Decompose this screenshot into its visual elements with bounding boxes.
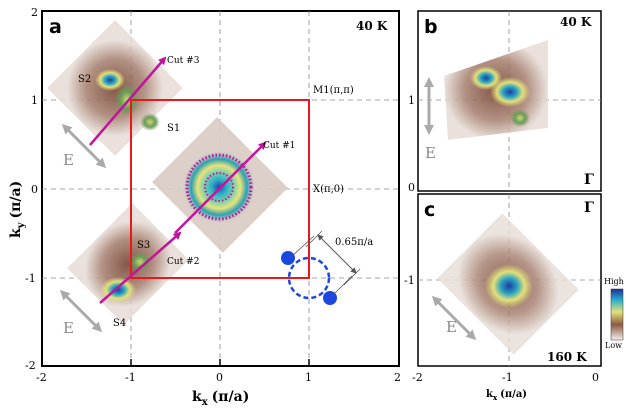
y-axis-label: ky (π/a): [8, 181, 27, 238]
c-xlabel-unit: (π/a): [500, 389, 527, 400]
label-e-top: E: [63, 151, 74, 169]
c-ytick-1: -1: [404, 274, 415, 287]
cut-1-arrow: [174, 141, 267, 234]
panel-b-letter: b: [424, 16, 438, 38]
b-ytick-2: 0: [408, 181, 415, 194]
label-distance: 0.65π/a: [335, 237, 373, 248]
panel-b-pocket-3: [510, 109, 530, 127]
a-ytick-5: -2: [25, 359, 36, 372]
a-xtick-5: 2: [394, 371, 401, 384]
bz-boundary: [130, 99, 310, 279]
colorbar-high: High: [604, 277, 624, 286]
panel-c-e-label: E: [446, 318, 457, 336]
distance-guide-1: [289, 235, 315, 259]
panel-a: a 40 K M1(π,π) X(π,0) Cut #1 Cut #2 Cut …: [41, 10, 400, 367]
panel-b-temperature: 40 K: [560, 15, 592, 29]
label-cut3: Cut #3: [167, 56, 200, 66]
panel-c-y-ticks: -1: [404, 274, 415, 287]
panel-b-gamma: Γ: [584, 172, 594, 188]
center-ring-inner: [204, 172, 234, 202]
pocket-s1: [140, 113, 160, 131]
c-xtick-3: 0: [592, 371, 599, 384]
y-axis-label-sub: y: [16, 221, 27, 229]
x-axis-label: kx (π/a): [192, 389, 249, 408]
panel-b-y-ticks: 1 0: [408, 94, 415, 194]
panel-c-x-axis-label: kx (π/a): [486, 389, 527, 402]
panel-b-pocket-2: [490, 77, 530, 107]
center-ring: [185, 153, 253, 221]
e-arrow-bottom: [59, 289, 103, 333]
label-s2: S2: [78, 74, 91, 85]
colorbar-low: Low: [605, 341, 622, 350]
colorbar: [610, 288, 624, 341]
a-ytick-3: 0: [31, 183, 38, 196]
blue-pocket-circle: [287, 256, 331, 300]
x-axis-label-sub: x: [202, 397, 209, 408]
c-xtick-1: -2: [412, 371, 423, 384]
pocket-s3: [129, 252, 151, 272]
label-x: X(π,0): [313, 184, 344, 195]
a-xtick-3: 0: [216, 371, 223, 384]
panel-a-y-tick-labels: 2 1 0 -1 -2: [25, 6, 38, 372]
cut-2-arrow: [99, 231, 182, 304]
distance-tick-2: [343, 268, 361, 286]
e-arrow-top: [61, 123, 107, 169]
c-xtick-2: -1: [502, 371, 513, 384]
panel-c-x-ticks: -2 -1 0: [412, 371, 599, 384]
panel-c: c Γ 160 K E High Low: [417, 193, 624, 367]
panel-c-gamma: Γ: [584, 200, 594, 216]
distance-tick-1: [305, 230, 323, 248]
panel-c-e-arrow: [431, 295, 477, 341]
x-axis-label-unit: (π/a): [212, 389, 250, 405]
x-axis-label-k: k: [192, 389, 202, 405]
panel-c-pocket: [485, 264, 533, 308]
label-e-bottom: E: [63, 319, 74, 337]
distance-marker: [317, 234, 357, 274]
label-s3: S3: [137, 240, 150, 251]
label-m1: M1(π,π): [313, 85, 354, 96]
blue-dot-1: [281, 251, 295, 265]
panel-b: b 40 K Γ E: [417, 10, 602, 192]
a-ytick-1: 2: [31, 6, 38, 19]
panel-a-letter: a: [49, 16, 62, 38]
pocket-s2: [95, 69, 125, 91]
a-xtick-1: -2: [36, 371, 47, 384]
label-cut2: Cut #2: [167, 257, 199, 267]
y-axis-label-k: k: [8, 228, 24, 238]
c-xlabel-sub: x: [493, 393, 498, 402]
distance-guide-2: [329, 275, 353, 299]
label-cut1: Cut #1: [263, 141, 295, 151]
panel-a-x-tick-labels: -2 -1 0 1 2: [36, 371, 401, 384]
label-s1: S1: [167, 123, 180, 134]
panel-b-e-label: E: [425, 144, 436, 162]
panel-a-grid: [42, 11, 399, 366]
a-xtick-4: 1: [305, 371, 312, 384]
panel-c-temperature: 160 K: [547, 350, 587, 364]
y-axis-label-unit: (π/a): [8, 181, 24, 219]
center-pocket: [183, 151, 255, 223]
a-ytick-4: -1: [25, 272, 36, 285]
panel-a-x-ticks: [130, 359, 310, 366]
panel-c-letter: c: [424, 199, 435, 221]
panel-a-temperature: 40 K: [356, 19, 388, 33]
a-ytick-2: 1: [31, 94, 38, 107]
label-s4: S4: [113, 318, 126, 329]
b-ytick-1: 1: [408, 94, 415, 107]
a-xtick-2: -1: [125, 371, 136, 384]
c-xlabel-k: k: [486, 389, 494, 400]
